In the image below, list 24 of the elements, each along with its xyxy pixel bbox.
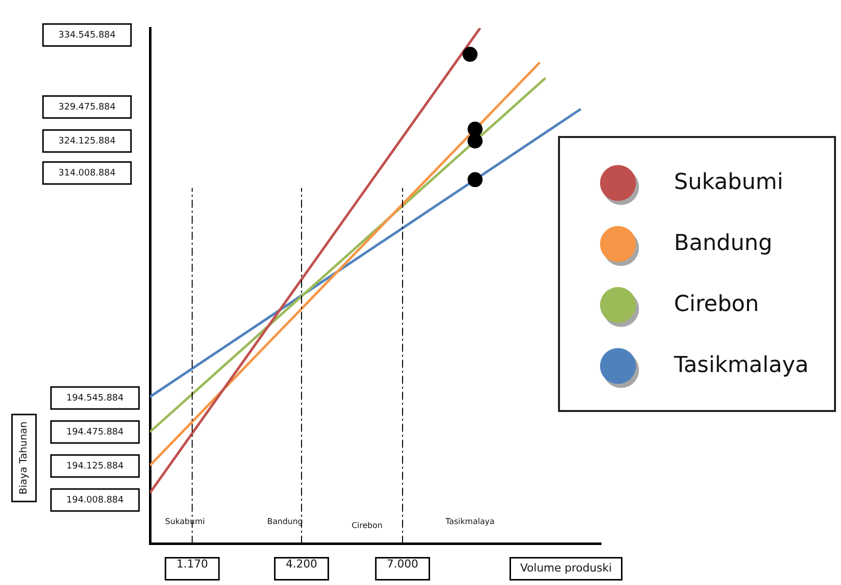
annotation: Cirebon bbox=[352, 521, 382, 530]
point bbox=[468, 172, 483, 188]
x-tick-label: 7.000 bbox=[386, 557, 418, 570]
x-tick-label: 1.170 bbox=[176, 557, 208, 570]
annotation: Sukabumi bbox=[165, 517, 205, 526]
text: 334.545.884 bbox=[58, 30, 116, 40]
annotation: Tasikmalaya bbox=[444, 517, 495, 526]
annotation: Bandung bbox=[267, 517, 303, 526]
text: 324.125.884 bbox=[58, 136, 116, 146]
legend-label: Cirebon bbox=[674, 292, 759, 317]
legend-label: Bandung bbox=[674, 231, 772, 256]
text: 329.475.884 bbox=[58, 102, 116, 112]
point bbox=[462, 46, 478, 62]
legend-label: Sukabumi bbox=[674, 170, 784, 195]
point bbox=[468, 133, 483, 148]
legend-label: Tasikmalaya bbox=[674, 353, 809, 378]
text: 194.008.884 bbox=[66, 495, 124, 506]
text: 194.475.884 bbox=[66, 427, 124, 438]
x-axis-title: Volume produski bbox=[520, 562, 612, 575]
text: 194.125.884 bbox=[66, 461, 124, 472]
x-tick-label: 4.200 bbox=[286, 557, 318, 570]
text: 314.008.884 bbox=[58, 168, 116, 178]
text: 194.545.884 bbox=[66, 393, 124, 404]
text: Biaya Tahunan bbox=[18, 421, 30, 495]
